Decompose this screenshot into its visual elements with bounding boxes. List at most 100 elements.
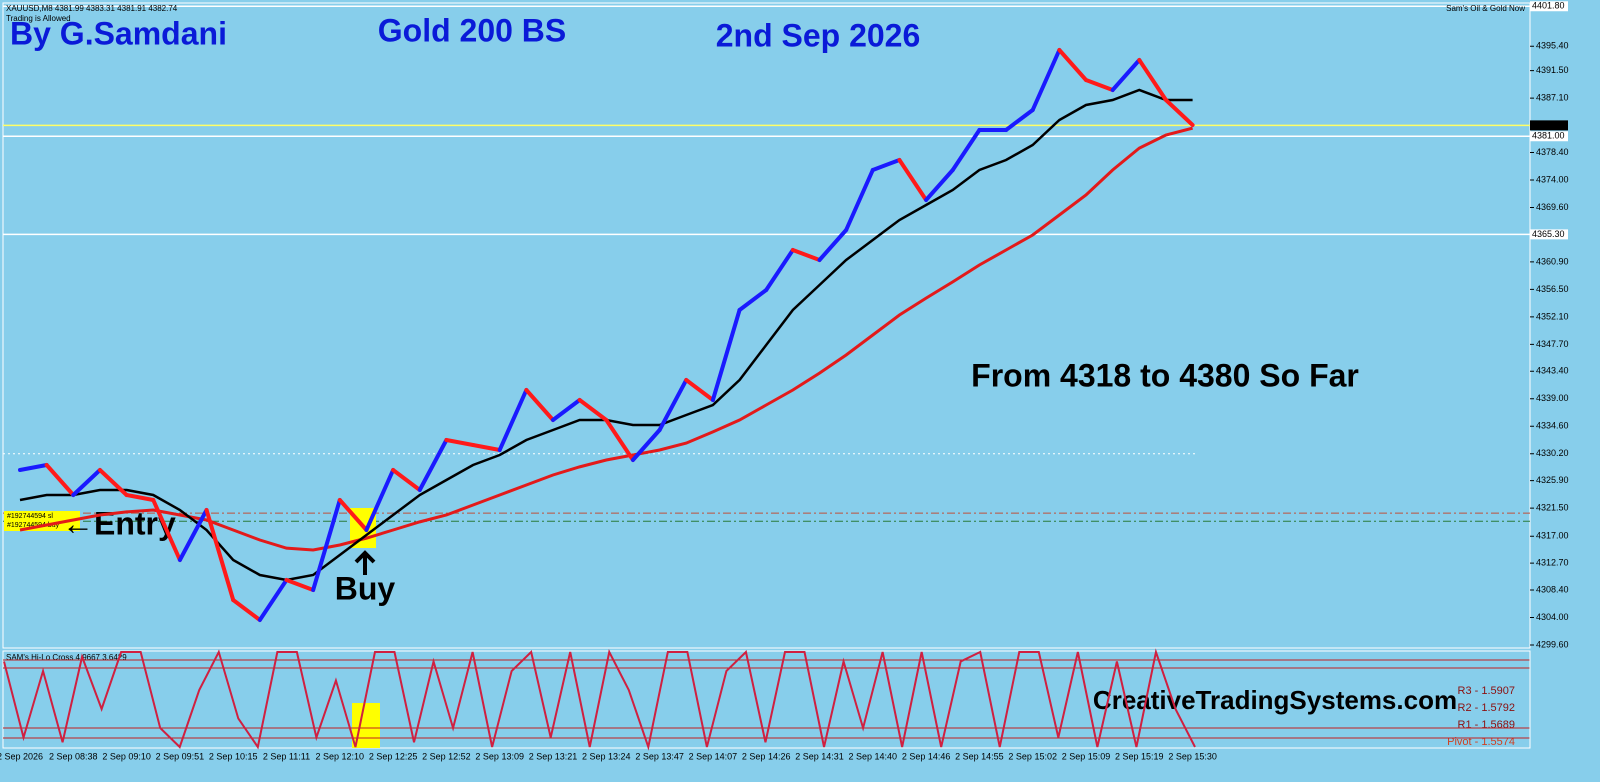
- y-tick-label: 4339.00: [1536, 393, 1569, 403]
- x-tick-label: 2 Sep 15:02: [1008, 751, 1057, 761]
- order-label: #192744594 sl: [7, 513, 53, 520]
- x-tick-label: 2 Sep 15:30: [1168, 751, 1217, 761]
- main-frame: [2, 2, 1531, 649]
- price-segment: [950, 128, 982, 172]
- pivot-label: R2 - 1.5792: [1458, 702, 1515, 714]
- x-tick-label: 2 Sep 14:26: [742, 751, 791, 761]
- price-tag-label: 4401.80: [1532, 1, 1565, 11]
- price-segment: [1084, 78, 1115, 92]
- annotation: From 4318 to 4380 So Far: [971, 357, 1359, 393]
- y-tick-label: 4321.50: [1536, 503, 1569, 513]
- x-tick-label: 2 Sep 2026: [0, 751, 43, 761]
- y-tick-label: 4308.40: [1536, 584, 1569, 594]
- buy-arrow: [354, 550, 376, 575]
- x-tick-label: 2 Sep 14:46: [902, 751, 951, 761]
- price-segment: [844, 168, 875, 232]
- price-segment: [44, 463, 76, 497]
- y-tick-label: 4395.40: [1536, 41, 1569, 51]
- x-tick-label: 2 Sep 09:51: [156, 751, 205, 761]
- y-tick-label: 4304.00: [1536, 612, 1569, 622]
- indicator-name: Sam's Oil & Gold Now: [1446, 4, 1525, 13]
- order-label: #192744594 buy: [7, 522, 60, 529]
- x-tick-label: 2 Sep 15:09: [1062, 751, 1111, 761]
- price-segment: [444, 438, 476, 447]
- moving-average: [19, 126, 1193, 552]
- x-tick-label: 2 Sep 15:19: [1115, 751, 1164, 761]
- price-segment: [337, 498, 369, 532]
- price-tag: [1530, 131, 1568, 142]
- x-tick-label: 2 Sep 13:24: [582, 751, 631, 761]
- price-segment: [1030, 48, 1062, 112]
- x-tick-label: 2 Sep 12:10: [316, 751, 365, 761]
- price-tag: [1530, 120, 1568, 131]
- x-tick-label: 2 Sep 08:38: [49, 751, 98, 761]
- price-segment: [364, 468, 396, 532]
- price-tag-label: 4365.30: [1532, 229, 1565, 239]
- y-tick-label: 4347.70: [1536, 339, 1569, 349]
- price-segment: [471, 443, 502, 452]
- x-tick-label: 2 Sep 13:09: [475, 751, 524, 761]
- price-segment: [257, 578, 289, 622]
- pivot-label: R3 - 1.5907: [1458, 685, 1515, 697]
- price-segment: [551, 398, 582, 422]
- y-tick-label: 4312.70: [1536, 558, 1569, 568]
- buy-label: Buy: [335, 570, 396, 606]
- price-segment: [790, 248, 822, 262]
- pivot-label: Pivot - 1.5574: [1447, 736, 1515, 748]
- price-segment: [684, 378, 715, 402]
- price-segment: [764, 248, 795, 292]
- price-segment: [311, 498, 342, 592]
- price-segment: [97, 468, 129, 497]
- y-tick-label: 4330.20: [1536, 448, 1569, 458]
- trading-status: Trading is Allowed: [6, 14, 71, 23]
- y-tick-label: 4352.10: [1536, 311, 1569, 321]
- price-tag: [1530, 1, 1568, 12]
- y-tick-label: 4378.40: [1536, 147, 1569, 157]
- price-segment: [604, 418, 635, 462]
- price-segment: [1057, 48, 1088, 82]
- price-segment: [1110, 58, 1142, 92]
- price-segment: [870, 158, 902, 172]
- order-box: [4, 511, 80, 531]
- price-segment: [924, 168, 955, 202]
- price-segment: [124, 493, 156, 502]
- y-tick-label: 4369.60: [1536, 202, 1569, 212]
- chart-title: Gold 200 BS: [378, 12, 567, 48]
- y-tick-label: 4334.60: [1536, 421, 1569, 431]
- x-tick-label: 2 Sep 14:07: [689, 751, 738, 761]
- price-segment: [151, 498, 182, 562]
- date: 2nd Sep 2026: [716, 17, 921, 53]
- x-tick-label: 2 Sep 14:55: [955, 751, 1004, 761]
- x-tick-label: 2 Sep 13:47: [635, 751, 684, 761]
- price-segment: [657, 378, 689, 432]
- price-segment: [524, 388, 555, 422]
- website: CreativeTradingSystems.com: [1093, 685, 1457, 715]
- price-segment: [817, 228, 849, 262]
- price-segment: [204, 508, 236, 602]
- y-tick-label: 4387.10: [1536, 93, 1569, 103]
- y-tick-label: 4356.50: [1536, 284, 1569, 294]
- pivot-label: R1 - 1.5689: [1458, 719, 1515, 731]
- y-tick-label: 4299.60: [1536, 639, 1569, 649]
- price-segment: [897, 158, 929, 202]
- oscillator-name: SAM's Hi-Lo Cross 4.9667 3.6429: [6, 653, 127, 662]
- price-segment: [391, 468, 422, 492]
- price-segment: [1137, 58, 1168, 102]
- price-segment: [231, 598, 262, 622]
- price-segment: [710, 308, 742, 402]
- y-tick-label: 4317.00: [1536, 531, 1569, 541]
- price-tag-label: 4381.00: [1532, 131, 1565, 141]
- price-segment: [737, 288, 769, 312]
- price-segment: [417, 438, 449, 492]
- price-segment: [1004, 108, 1035, 132]
- price-segment: [497, 388, 529, 452]
- x-tick-label: 2 Sep 13:21: [529, 751, 578, 761]
- x-tick-label: 2 Sep 14:31: [795, 751, 844, 761]
- price-segment: [177, 508, 209, 562]
- x-tick-label: 2 Sep 11:11: [263, 751, 310, 761]
- price-tag: [1530, 229, 1568, 240]
- y-tick-label: 4374.00: [1536, 174, 1569, 184]
- price-segment: [18, 463, 49, 472]
